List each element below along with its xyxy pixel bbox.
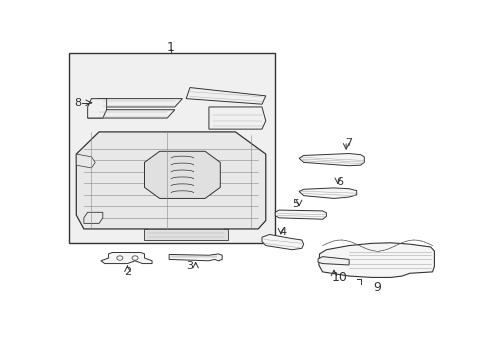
Polygon shape <box>275 210 326 219</box>
Polygon shape <box>95 99 182 107</box>
Polygon shape <box>144 229 227 240</box>
Polygon shape <box>84 212 102 223</box>
Polygon shape <box>144 151 220 198</box>
Bar <box>68 53 275 243</box>
Polygon shape <box>101 252 152 264</box>
Polygon shape <box>76 132 265 229</box>
Text: 2: 2 <box>123 267 131 277</box>
Text: 1: 1 <box>167 41 175 54</box>
Polygon shape <box>169 254 222 261</box>
Polygon shape <box>186 87 265 104</box>
Polygon shape <box>299 188 356 198</box>
Polygon shape <box>87 110 175 118</box>
Text: 9: 9 <box>373 281 381 294</box>
Polygon shape <box>318 243 433 278</box>
Text: 3: 3 <box>186 261 193 271</box>
Text: 7: 7 <box>345 138 352 148</box>
Polygon shape <box>299 153 364 166</box>
Polygon shape <box>208 107 265 129</box>
Polygon shape <box>317 257 348 265</box>
Text: 6: 6 <box>335 177 343 187</box>
Text: 5: 5 <box>292 199 299 209</box>
Polygon shape <box>87 99 106 118</box>
Text: 10: 10 <box>331 271 347 284</box>
Text: 8: 8 <box>74 98 81 108</box>
Text: 4: 4 <box>279 227 286 237</box>
Polygon shape <box>262 234 303 250</box>
Polygon shape <box>76 154 95 168</box>
